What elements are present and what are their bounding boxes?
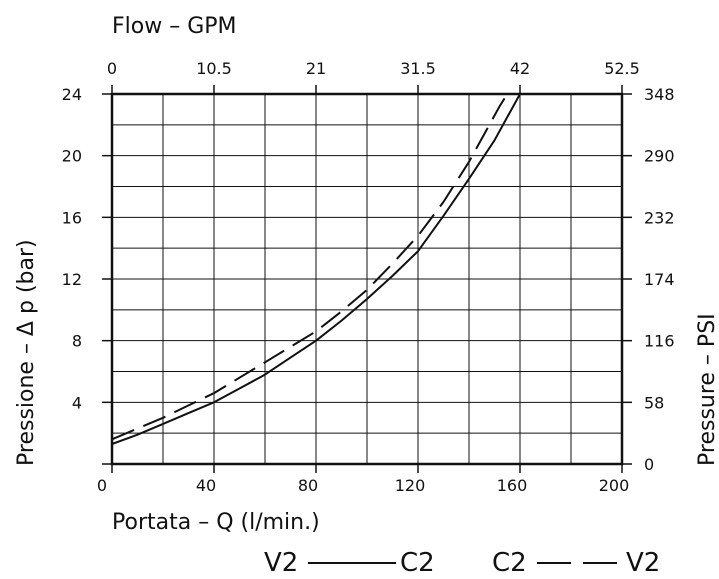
legend-solid-left-label: V2 <box>264 548 298 578</box>
x-tick-label: 80 <box>298 476 318 495</box>
top-tick-label: 0 <box>107 59 117 78</box>
x-tick-label: 0 <box>97 476 107 495</box>
top-tick-label: 52.5 <box>604 59 640 78</box>
right-tick-label: 58 <box>644 393 664 412</box>
y-tick-label: 12 <box>62 270 82 289</box>
top-axis-title: Flow – GPM <box>112 14 237 39</box>
legend-dashed-left-label: C2 <box>492 548 527 578</box>
top-tick-label: 21 <box>306 59 326 78</box>
y-tick-label: 20 <box>62 147 82 166</box>
ticks: 0 40 80 120 160 200 0 10.5 21 31.5 42 52.5 4 8 12 16 20 2… <box>62 59 675 495</box>
x-axis-title: Portata – Q (l/min.) <box>112 510 320 535</box>
series-line-solid <box>111 93 521 445</box>
y-tick-label: 8 <box>72 332 82 351</box>
right-tick-label: 0 <box>644 455 654 474</box>
right-tick-label: 232 <box>644 208 675 227</box>
legend: V2 C2 C2 V2 <box>264 548 660 578</box>
right-tick-label: 174 <box>644 270 675 289</box>
top-tick-label: 42 <box>510 59 530 78</box>
legend-dashed-right-label: V2 <box>626 548 660 578</box>
y-tick-label: 24 <box>62 85 82 104</box>
top-tick-label: 31.5 <box>400 59 436 78</box>
right-tick-label: 348 <box>644 85 675 104</box>
right-tick-label: 116 <box>644 332 675 351</box>
top-tick-label: 10.5 <box>196 59 232 78</box>
grid <box>112 94 622 464</box>
y-axis-title: Pressione – Δ p (bar) <box>14 239 39 466</box>
y-tick-label: 16 <box>62 208 82 227</box>
x-tick-label: 200 <box>599 476 630 495</box>
series-line-dashed <box>111 93 509 441</box>
right-tick-label: 290 <box>644 147 675 166</box>
legend-solid-right-label: C2 <box>400 548 435 578</box>
series <box>111 93 521 445</box>
y-tick-label: 4 <box>72 393 82 412</box>
x-tick-label: 40 <box>196 476 216 495</box>
right-axis-title: Pressure – PSI <box>695 313 719 466</box>
x-tick-label: 120 <box>395 476 426 495</box>
x-tick-label: 160 <box>497 476 528 495</box>
